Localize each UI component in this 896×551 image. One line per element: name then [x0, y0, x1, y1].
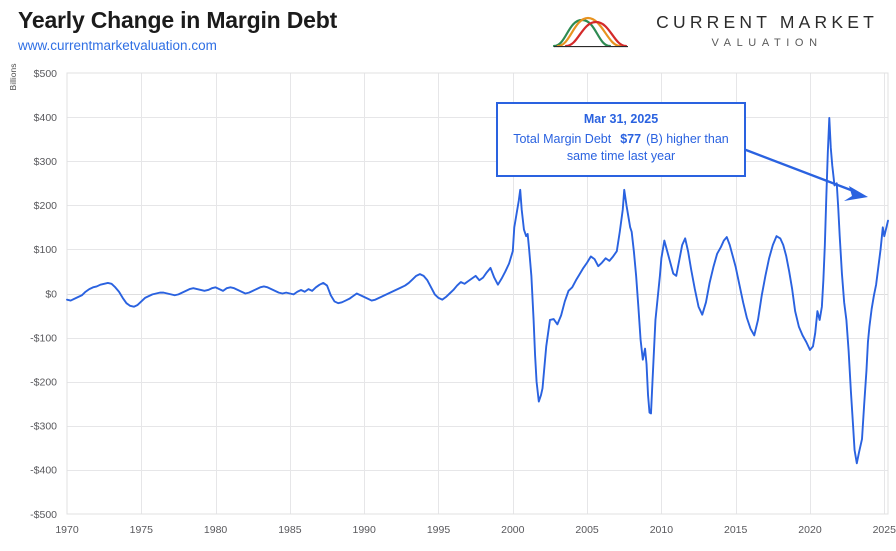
annotation-arrow	[744, 148, 868, 201]
y-tick-label: $500	[34, 68, 58, 80]
x-tick-label: 1980	[204, 524, 228, 536]
y-tick-label: -$300	[30, 421, 57, 433]
x-tick-label: 1990	[353, 524, 377, 536]
x-tick-label: 1985	[278, 524, 302, 536]
y-tick-label: -$100	[30, 332, 57, 344]
brand-name-line2: VALUATION	[711, 36, 823, 49]
arrow-head	[844, 186, 868, 201]
y-tick-label: $300	[34, 156, 58, 168]
annotation-label: Total Margin Debt	[513, 131, 612, 146]
margin-debt-line	[66, 117, 889, 465]
x-tick-label: 2020	[798, 524, 822, 536]
header: Yearly Change in Margin Debt www.current…	[18, 7, 578, 54]
x-tick-label: 2000	[501, 524, 525, 536]
brand-wordmark: CURRENT MARKET VALUATION	[656, 10, 878, 50]
x-tick-label: 1995	[427, 524, 451, 536]
brand-logo[interactable]: CURRENT MARKET VALUATION	[552, 8, 878, 52]
grid-lines	[67, 73, 888, 514]
y-tick-label: $0	[45, 288, 57, 300]
annotation-value: $77	[620, 131, 642, 146]
y-tick-label: -$500	[30, 509, 57, 521]
x-tick-label: 2010	[650, 524, 674, 536]
annotation-date: Mar 31, 2025	[583, 112, 659, 126]
x-tick-label: 2015	[724, 524, 748, 536]
bell-curves-icon	[553, 16, 629, 48]
data-series-group	[66, 117, 889, 465]
brand-name-line1: CURRENT MARKET	[656, 11, 878, 32]
y-tick-label: $400	[34, 112, 58, 124]
annotation-unit: (B) higher than	[646, 131, 729, 146]
x-tick-label: 2025	[873, 524, 896, 536]
page-title: Yearly Change in Margin Debt	[18, 7, 338, 33]
x-axis-tick-labels: 1970 1975 1980 1985 1990 1995 2000 2005 2010 2015…	[55, 524, 896, 536]
source-url[interactable]: www.currentmarketvaluation.com	[18, 37, 217, 53]
y-tick-label: $100	[34, 244, 58, 256]
y-axis-tick-labels: $500 $400 $300 $200 $100 $0 -$100 -$200 -$300 -$4…	[30, 68, 57, 521]
x-tick-label: 1975	[130, 524, 154, 536]
annotation-text: Total Margin Debt $77 (B) higher than same…	[508, 131, 734, 167]
plot-border	[66, 72, 889, 515]
x-tick-label: 1970	[55, 524, 79, 536]
y-tick-label: -$400	[30, 465, 57, 477]
x-tick-label: 2005	[575, 524, 599, 536]
annotation-line3: same time last year	[566, 149, 676, 164]
y-tick-label: -$200	[30, 377, 57, 389]
y-tick-label: $200	[34, 200, 58, 212]
annotation-callout: Mar 31, 2025 Total Margin Debt $77 (B) hig…	[496, 102, 746, 178]
